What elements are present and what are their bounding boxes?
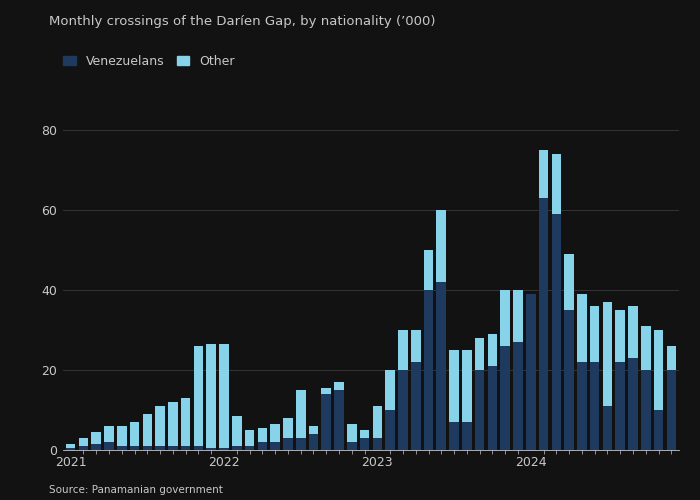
Bar: [309, 426, 318, 434]
Bar: [475, 338, 484, 370]
Bar: [321, 388, 331, 394]
Bar: [219, 448, 229, 450]
Bar: [539, 150, 548, 198]
Bar: [117, 426, 127, 446]
Bar: [347, 424, 356, 442]
Bar: [92, 444, 101, 450]
Bar: [78, 438, 88, 446]
Bar: [386, 370, 395, 410]
Bar: [104, 426, 114, 442]
Bar: [398, 330, 407, 370]
Bar: [155, 446, 165, 450]
Bar: [552, 214, 561, 450]
Bar: [104, 442, 114, 450]
Bar: [296, 438, 305, 450]
Bar: [360, 430, 370, 438]
Bar: [615, 362, 625, 450]
Bar: [360, 438, 370, 450]
Bar: [475, 370, 484, 450]
Bar: [500, 290, 510, 346]
Bar: [513, 290, 523, 342]
Bar: [168, 446, 178, 450]
Bar: [194, 446, 203, 450]
Bar: [335, 390, 344, 450]
Bar: [424, 290, 433, 450]
Bar: [462, 422, 472, 450]
Bar: [258, 428, 267, 442]
Bar: [283, 438, 293, 450]
Bar: [181, 398, 190, 446]
Bar: [219, 344, 229, 448]
Bar: [117, 446, 127, 450]
Bar: [577, 362, 587, 450]
Bar: [628, 306, 638, 358]
Bar: [155, 406, 165, 446]
Bar: [372, 438, 382, 450]
Bar: [449, 422, 459, 450]
Bar: [296, 390, 305, 438]
Bar: [130, 446, 139, 450]
Bar: [270, 442, 280, 450]
Bar: [92, 432, 101, 444]
Bar: [488, 366, 497, 450]
Bar: [603, 302, 612, 406]
Legend: Venezuelans, Other: Venezuelans, Other: [63, 55, 235, 68]
Bar: [206, 448, 216, 450]
Bar: [552, 154, 561, 214]
Bar: [641, 326, 650, 370]
Bar: [628, 358, 638, 450]
Bar: [437, 282, 446, 450]
Bar: [590, 362, 599, 450]
Bar: [564, 310, 574, 450]
Bar: [462, 350, 472, 422]
Text: Source: Panamanian government: Source: Panamanian government: [49, 485, 223, 495]
Bar: [347, 442, 356, 450]
Text: Monthly crossings of the Daríen Gap, by nationality (’000): Monthly crossings of the Daríen Gap, by …: [49, 15, 435, 28]
Bar: [309, 434, 318, 450]
Bar: [526, 294, 536, 450]
Bar: [437, 210, 446, 282]
Bar: [66, 444, 76, 448]
Bar: [590, 306, 599, 362]
Bar: [411, 362, 421, 450]
Bar: [411, 330, 421, 362]
Bar: [386, 410, 395, 450]
Bar: [488, 334, 497, 366]
Bar: [603, 406, 612, 450]
Bar: [130, 422, 139, 446]
Bar: [78, 446, 88, 450]
Bar: [270, 424, 280, 442]
Bar: [258, 442, 267, 450]
Bar: [245, 446, 254, 450]
Bar: [206, 344, 216, 448]
Bar: [232, 416, 242, 446]
Bar: [666, 370, 676, 450]
Bar: [321, 394, 331, 450]
Bar: [245, 430, 254, 446]
Bar: [641, 370, 650, 450]
Bar: [424, 250, 433, 290]
Bar: [564, 254, 574, 310]
Bar: [232, 446, 242, 450]
Bar: [335, 382, 344, 390]
Bar: [143, 414, 152, 446]
Bar: [449, 350, 459, 422]
Bar: [398, 370, 407, 450]
Bar: [539, 198, 548, 450]
Bar: [283, 418, 293, 438]
Bar: [143, 446, 152, 450]
Bar: [168, 402, 178, 446]
Bar: [66, 448, 76, 450]
Bar: [654, 410, 664, 450]
Bar: [181, 446, 190, 450]
Bar: [372, 406, 382, 438]
Bar: [194, 346, 203, 446]
Bar: [577, 294, 587, 362]
Bar: [666, 346, 676, 370]
Bar: [615, 310, 625, 362]
Bar: [654, 330, 664, 410]
Bar: [513, 342, 523, 450]
Bar: [500, 346, 510, 450]
